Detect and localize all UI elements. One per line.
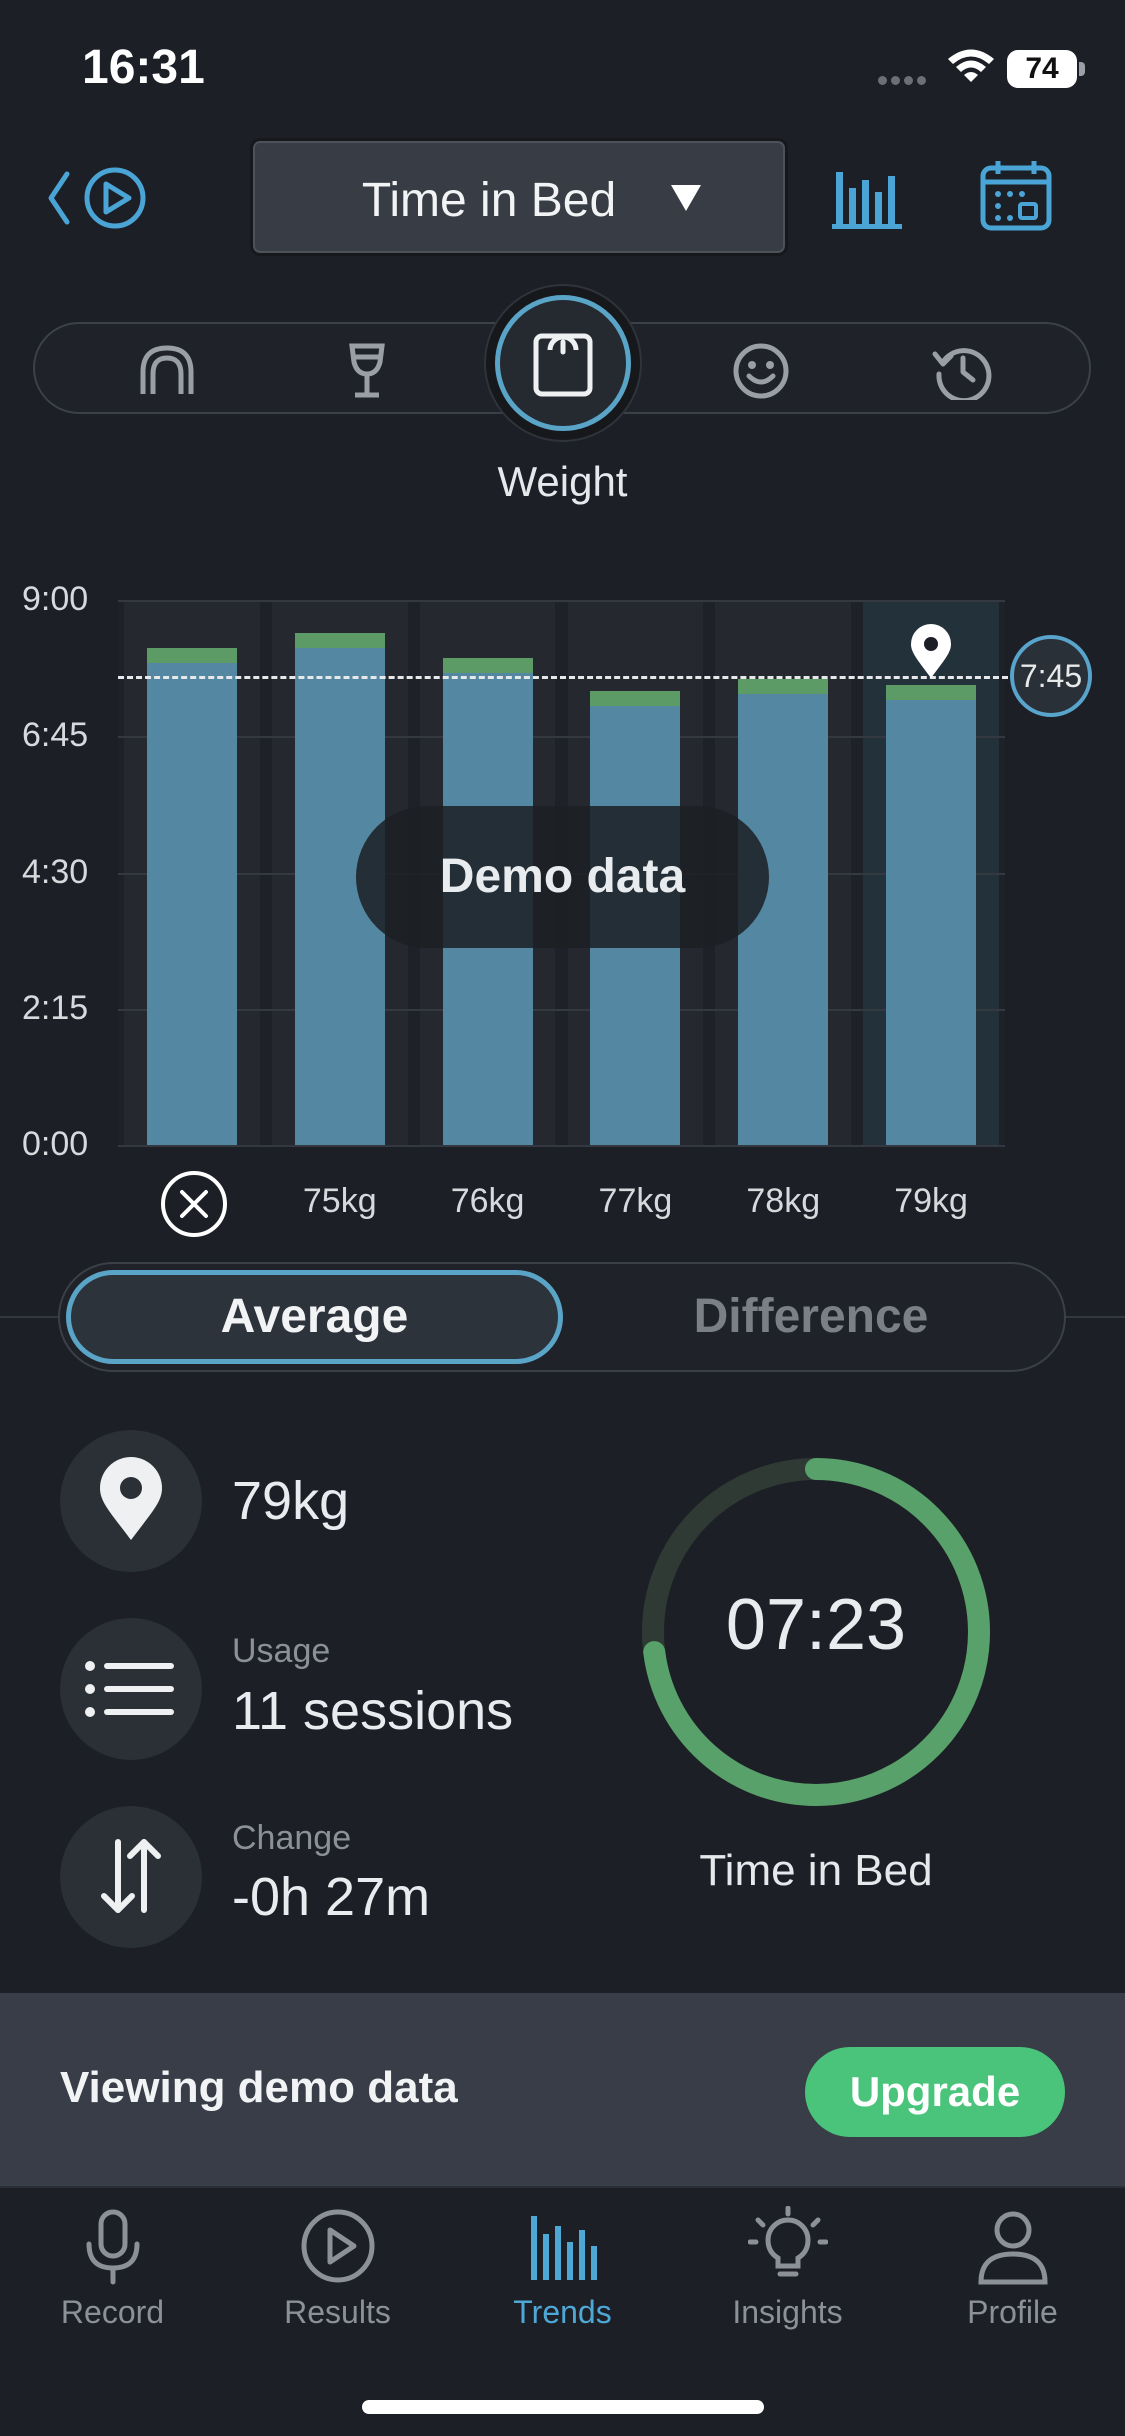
grid-line: [118, 1145, 1005, 1147]
chart-bar-cap: [442, 657, 533, 673]
tab-results[interactable]: Results: [225, 2206, 450, 2376]
home-indicator: [362, 2400, 764, 2414]
status-bar: 16:31 74: [0, 0, 1125, 140]
tab-results-label: Results: [284, 2294, 391, 2330]
reference-line: [118, 675, 1008, 679]
change-badge: [60, 1806, 202, 1948]
metric-dropdown[interactable]: Time in Bed: [250, 138, 788, 256]
demo-banner: Viewing demo data Upgrade: [0, 1993, 1125, 2186]
chart-bar[interactable]: [886, 684, 977, 1145]
grid-line: [118, 600, 1005, 602]
usage-badge: [60, 1618, 202, 1760]
calendar-icon[interactable]: [978, 158, 1054, 234]
x-tick-label[interactable]: 75kg: [302, 1182, 377, 1220]
tab-insights-label: Insights: [732, 2294, 843, 2330]
upgrade-button[interactable]: Upgrade: [805, 2047, 1065, 2137]
ring-caption: Time in Bed: [699, 1846, 933, 1895]
history-icon[interactable]: [929, 342, 993, 400]
back-play-icon[interactable]: [45, 160, 155, 236]
location-pin-badge: [60, 1430, 202, 1572]
scale-icon: [533, 333, 593, 397]
tab-profile-label: Profile: [967, 2294, 1058, 2330]
wifi-icon: [948, 49, 994, 82]
list-icon: [85, 1661, 174, 1717]
location-pin-icon: [100, 1457, 162, 1540]
chart-bar[interactable]: [146, 648, 237, 1145]
status-time: 16:31: [82, 41, 205, 94]
lightbulb-icon: [747, 2206, 828, 2277]
x-tick-label[interactable]: 76kg: [450, 1182, 525, 1220]
signal-icon: [878, 72, 930, 90]
wine-glass-icon[interactable]: [335, 342, 399, 400]
segment-average[interactable]: Average: [66, 1270, 563, 1364]
tab-record-label: Record: [60, 2294, 165, 2330]
x-tick-label[interactable]: 78kg: [746, 1182, 821, 1220]
battery-indicator: 74: [1007, 50, 1085, 88]
tab-record[interactable]: Record: [0, 2206, 225, 2376]
tab-profile[interactable]: Profile: [900, 2206, 1125, 2376]
chart-bar-cap: [738, 678, 829, 694]
y-tick-label: 9:00: [22, 580, 89, 618]
grid-line: [118, 736, 1005, 739]
demo-data-overlay: Demo data: [356, 806, 769, 948]
tab-insights[interactable]: Insights: [675, 2206, 900, 2376]
up-down-arrows-icon: [101, 1839, 161, 1913]
tab-bar: Record Results Trends Insights: [0, 2186, 1125, 2436]
usage-caption: Usage: [232, 1632, 331, 1670]
selected-filter-label: Weight: [497, 458, 628, 505]
bar-chart-view-icon[interactable]: [830, 158, 906, 234]
time-in-bed-ring: [642, 1458, 990, 1806]
y-tick-label: 2:15: [22, 988, 89, 1027]
weight-value: 79kg: [232, 1471, 350, 1531]
x-tick-label[interactable]: 79kg: [894, 1182, 968, 1220]
weight-filter-button[interactable]: [484, 284, 642, 442]
chart-bar-cap: [294, 633, 385, 649]
demo-banner-text: Viewing demo data: [60, 2063, 458, 2112]
microphone-icon: [86, 2209, 139, 2285]
ring-value: 07:23: [725, 1585, 907, 1665]
chevron-down-icon: [671, 185, 701, 211]
person-icon: [977, 2211, 1048, 2285]
mouthpiece-icon[interactable]: [135, 342, 199, 400]
grid-line: [118, 1008, 1005, 1011]
usage-value: 11 sessions: [232, 1681, 514, 1741]
chart-bar-cap: [146, 648, 237, 664]
reference-value-badge[interactable]: 7:45: [1010, 634, 1092, 717]
y-tick-label: 4:30: [22, 852, 89, 891]
tab-trends-label: Trends: [513, 2294, 612, 2330]
segment-difference[interactable]: Difference: [693, 1290, 929, 1343]
chart-bar-cap: [590, 690, 681, 706]
bar-chart-icon: [530, 2216, 597, 2280]
change-value: -0h 27m: [232, 1867, 431, 1927]
y-tick-label: 0:00: [22, 1125, 89, 1163]
y-tick-label: 6:45: [22, 716, 89, 755]
close-circle-icon[interactable]: [160, 1170, 228, 1238]
smiley-icon[interactable]: [729, 342, 793, 400]
change-caption: Change: [232, 1819, 352, 1857]
x-tick-label[interactable]: 77kg: [598, 1182, 673, 1220]
play-icon: [301, 2209, 374, 2283]
metric-dropdown-label: Time in Bed: [361, 174, 617, 227]
tab-trends[interactable]: Trends: [450, 2206, 675, 2376]
location-pin-icon: [911, 623, 952, 678]
time-in-bed-chart: 9:00 6:45 4:30 2:15 0:00: [0, 570, 1125, 1270]
chart-bar-cap: [886, 684, 977, 700]
